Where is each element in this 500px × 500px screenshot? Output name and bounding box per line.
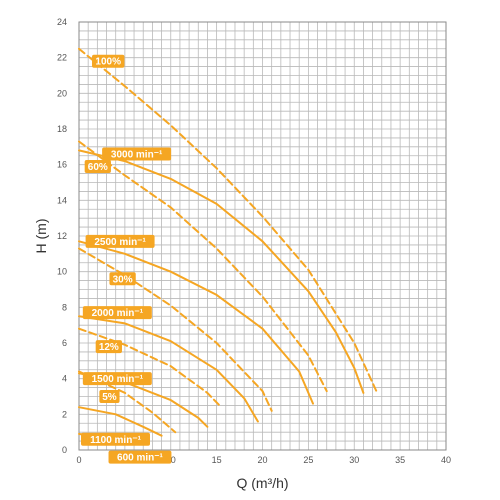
- curve-tag-text: 30%: [113, 274, 133, 285]
- curve-tag-text: 1100 min⁻¹: [90, 435, 142, 446]
- curve-tag: 3000 min⁻¹: [102, 147, 172, 161]
- efficiency-curve: [78, 327, 223, 409]
- curve-tag: 2000 min⁻¹: [82, 306, 152, 320]
- curve-tag: 100%: [92, 54, 125, 68]
- efficiency-curve: [78, 140, 328, 393]
- y-tick-label: 24: [57, 17, 67, 27]
- curve-tag: 600 min⁻¹: [108, 450, 172, 464]
- curve-tag-text: 600 min⁻¹: [117, 453, 164, 464]
- curve-tag: 2500 min⁻¹: [85, 234, 155, 248]
- curve-labels: 100% 3000 min⁻¹60% 2500 min⁻¹ 30% 2000 min⁻¹…: [81, 54, 172, 464]
- y-tick-label: 16: [57, 160, 67, 170]
- speed-curve: [78, 406, 163, 437]
- curve-tag-background: [95, 340, 122, 354]
- chart-curves: [78, 47, 379, 444]
- curve-tag-text: 2000 min⁻¹: [92, 308, 144, 319]
- speed-curve: [78, 315, 259, 423]
- efficiency-curve: [78, 247, 273, 412]
- curve-tag: 12%: [95, 340, 122, 354]
- curve-tag-background: [81, 432, 150, 446]
- curve-tag-background: [85, 234, 155, 248]
- efficiency-curve: [78, 47, 379, 394]
- curve-tag: 60%: [84, 159, 111, 173]
- curve-tag-text: 1500 min⁻¹: [92, 374, 144, 385]
- curve-tag: 1500 min⁻¹: [82, 372, 152, 386]
- x-tick-label: 35: [395, 455, 405, 465]
- curve-tag-background: [82, 306, 152, 320]
- y-tick-label: 2: [62, 409, 67, 419]
- curve-tag-background: [102, 147, 172, 161]
- curve-tag-text: 2500 min⁻¹: [94, 237, 146, 248]
- y-tick-label: 10: [57, 267, 67, 277]
- curve-tag-text: 5%: [102, 392, 117, 403]
- y-tick-label: 0: [62, 445, 67, 455]
- y-tick-label: 18: [57, 124, 67, 134]
- curve-tag-background: [99, 390, 120, 403]
- curve-tag-background: [82, 372, 152, 386]
- x-tick-label: 25: [303, 455, 313, 465]
- curve-tag: 30%: [109, 272, 136, 286]
- curve-tag-background: [84, 159, 111, 173]
- x-tick-label: 30: [349, 455, 359, 465]
- y-axis-title: H (m): [33, 219, 49, 254]
- curve-tag: 5%: [99, 390, 120, 403]
- x-tick-label: 15: [212, 455, 222, 465]
- curve-tag: 1100 min⁻¹: [81, 432, 150, 446]
- curve-tag-text: 3000 min⁻¹: [111, 149, 163, 160]
- x-tick-label: 20: [257, 455, 267, 465]
- y-tick-label: 6: [62, 338, 67, 348]
- curve-tag-text: 60%: [88, 162, 108, 173]
- x-tick-label: 40: [441, 455, 451, 465]
- curve-tag-background: [92, 54, 125, 68]
- speed-curve: [78, 149, 365, 394]
- y-tick-label: 8: [62, 302, 67, 312]
- y-tick-label: 12: [57, 231, 67, 241]
- y-tick-label: 14: [57, 195, 67, 205]
- curve-tag-background: [109, 272, 136, 286]
- y-tick-label: 22: [57, 53, 67, 63]
- speed-curve: [78, 240, 314, 405]
- y-tick-label: 20: [57, 88, 67, 98]
- curve-tag-background: [108, 450, 172, 464]
- curve-tag-text: 100%: [95, 57, 121, 68]
- curve-tag-text: 12%: [99, 342, 119, 353]
- plot-frame: [78, 21, 447, 451]
- y-tick-label: 4: [62, 374, 67, 384]
- x-tick-label: 0: [76, 455, 81, 465]
- x-axis-title: Q (m³/h): [236, 475, 288, 491]
